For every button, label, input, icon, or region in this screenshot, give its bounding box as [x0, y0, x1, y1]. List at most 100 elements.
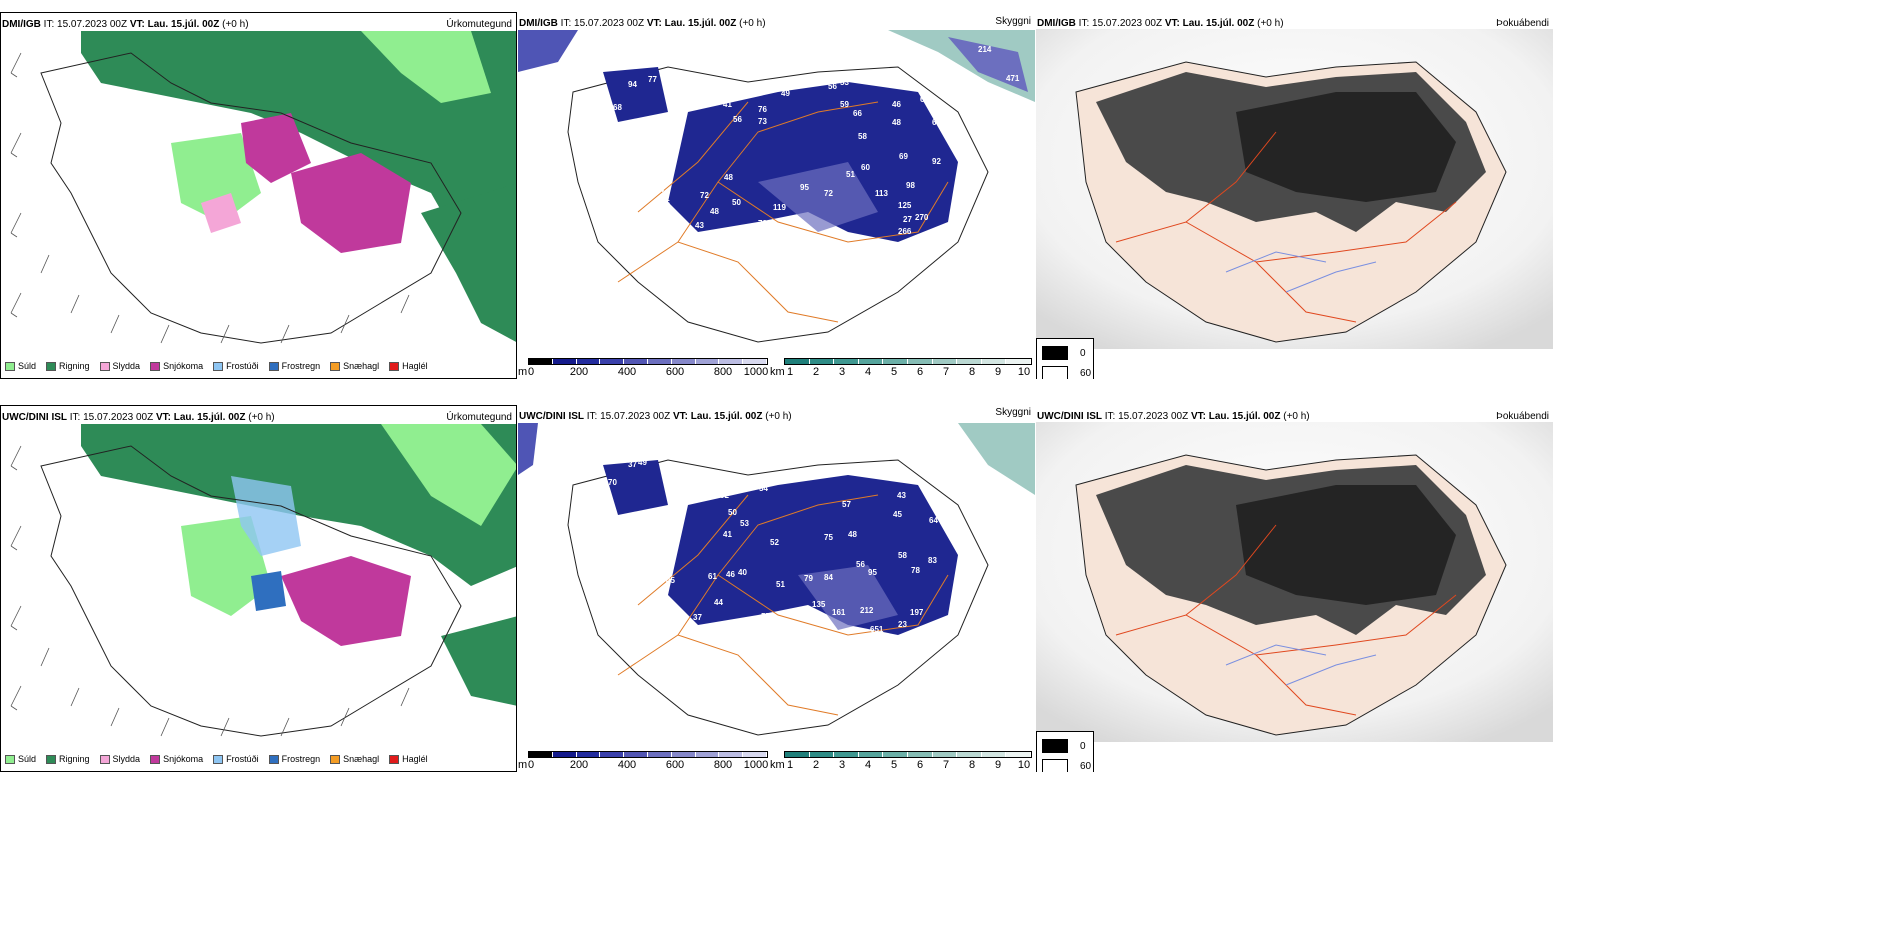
colorbar-strip	[784, 751, 1032, 758]
legend-swatch	[389, 361, 400, 371]
vis-label: 45	[893, 510, 902, 519]
precip-map	[1, 30, 516, 350]
tick-label: 5	[890, 759, 898, 771]
vis-label: 94	[628, 80, 637, 89]
legend-swatch	[330, 361, 341, 371]
tick-label: 6	[916, 759, 924, 771]
panel-title: Þokuábendi	[1496, 18, 1549, 29]
it-label: IT:	[69, 412, 81, 423]
legend-item: Snjókoma	[150, 361, 203, 371]
vis-label: 48	[848, 530, 857, 539]
vis-label: 60	[932, 118, 941, 127]
visibility-map: 94 77 59 68 41 14 49 76 56 73 56 53 84 4…	[518, 30, 1035, 343]
vis-label: 41	[723, 530, 732, 539]
legend-item: Slydda	[99, 361, 140, 371]
legend-label: Súld	[18, 754, 37, 764]
vis-label: 58	[858, 132, 867, 141]
tick-label: 8	[968, 366, 976, 378]
vt-value: Lau. 15.júl. 00Z	[1208, 411, 1281, 422]
model-name: UWC/DINI ISL	[2, 412, 67, 423]
panel-title: Úrkomutegund	[446, 412, 512, 423]
tick-label: 200	[569, 366, 589, 378]
it-value: 15.07.2023 00Z	[83, 412, 154, 423]
vis-label: 59	[840, 100, 849, 109]
tick-label: 400	[617, 366, 637, 378]
fog-swatch	[1042, 739, 1068, 753]
tick-label: 7	[942, 759, 950, 771]
panel-title: Skyggni	[995, 407, 1031, 418]
vt-label: VT:	[155, 412, 171, 423]
tick-label: 800	[713, 366, 733, 378]
model-name: DMI/IGB	[519, 18, 558, 29]
vis-label: 56	[733, 115, 742, 124]
legend-item: Frostúði	[213, 754, 259, 764]
visibility-panel-bottom: UWC/DINI ISL IT: 15.07.2023 00Z VT: Lau.…	[518, 405, 1035, 772]
visibility-colorbar: km 1 2 3 4 5 6 7 8 9 10	[770, 751, 1032, 771]
panel-title: Þokuábendi	[1496, 411, 1549, 422]
panel-title: Skyggni	[995, 16, 1031, 27]
tick-label: 200	[569, 759, 589, 771]
legend-item: Haglél	[389, 361, 428, 371]
vis-label: 651	[870, 625, 884, 634]
vt-label: VT:	[129, 19, 145, 30]
legend-item: Rigning	[46, 754, 90, 764]
legend-label: Snæhagl	[343, 361, 380, 371]
colorbar-strip	[528, 358, 768, 365]
vis-label: 77	[885, 462, 894, 471]
panel-title: Úrkomutegund	[446, 19, 512, 30]
colorbar-unit: km	[770, 759, 785, 771]
model-name: DMI/IGB	[2, 19, 41, 30]
fog-swatch	[1042, 366, 1068, 379]
vis-label: 46	[726, 570, 735, 579]
vt-value: Lau. 15.júl. 00Z	[173, 412, 246, 423]
cloudbase-colorbar: m 0 200 400 600 800 1000	[518, 358, 768, 378]
tick-label: 400	[617, 759, 637, 771]
panel-header: DMI/IGB IT: 15.07.2023 00Z VT: Lau. 15.j…	[1037, 18, 1284, 29]
vt-value: Lau. 15.júl. 00Z	[664, 18, 737, 29]
fog-legend-item: 0	[1042, 346, 1086, 360]
tick-label: 4	[864, 366, 872, 378]
tick-label: 600	[665, 759, 685, 771]
tick-label: 7	[942, 366, 950, 378]
vis-label: 98	[906, 181, 915, 190]
tick-label: 3	[838, 759, 846, 771]
vis-label: 161	[832, 608, 846, 617]
vis-label: 72	[700, 191, 709, 200]
vis-label: 214	[978, 45, 992, 54]
vis-label: 119	[773, 203, 786, 212]
vt-value: Lau. 15.júl. 00Z	[147, 19, 220, 30]
legend-item: Frostregn	[268, 754, 320, 764]
fog-legend-item: 60	[1042, 366, 1091, 379]
vis-label: 66	[853, 109, 862, 118]
vis-label: 84	[824, 573, 833, 582]
visibility-labels: 43 37 49 70 60 50 53 54 92 41 52 57 75 4…	[608, 453, 938, 712]
vis-label: 113	[875, 189, 888, 198]
vis-label: 76	[758, 105, 767, 114]
vis-label: 60	[670, 490, 679, 499]
vis-label: 45	[666, 576, 675, 585]
vis-label: 95	[868, 568, 877, 577]
model-name: DMI/IGB	[1037, 18, 1076, 29]
legend-item: Snæhagl	[330, 361, 379, 371]
it-label: IT:	[1078, 18, 1090, 29]
vis-label: 53	[840, 78, 849, 87]
vis-label: 48	[710, 207, 719, 216]
vis-label: 75	[824, 533, 833, 542]
vis-label: 14	[638, 117, 647, 126]
fog-swatch	[1042, 346, 1068, 360]
vis-label: 72	[758, 219, 767, 228]
offset: (+0 h)	[739, 18, 766, 29]
legend-item: Súld	[5, 754, 36, 764]
legend-label: Súld	[18, 361, 37, 371]
tick-label: 10	[1017, 366, 1031, 378]
tick-label: 9	[994, 366, 1002, 378]
fog-label: 60	[1080, 760, 1092, 772]
legend-swatch	[5, 754, 15, 764]
offset: (+0 h)	[1257, 18, 1284, 29]
legend-label: Snjókoma	[163, 361, 204, 371]
precip-map	[1, 423, 516, 743]
vis-label: 92	[720, 491, 729, 500]
panel-header: UWC/DINI ISL IT: 15.07.2023 00Z VT: Lau.…	[1037, 411, 1310, 422]
vis-label: 56	[828, 82, 837, 91]
legend-label: Frostúði	[226, 754, 259, 764]
